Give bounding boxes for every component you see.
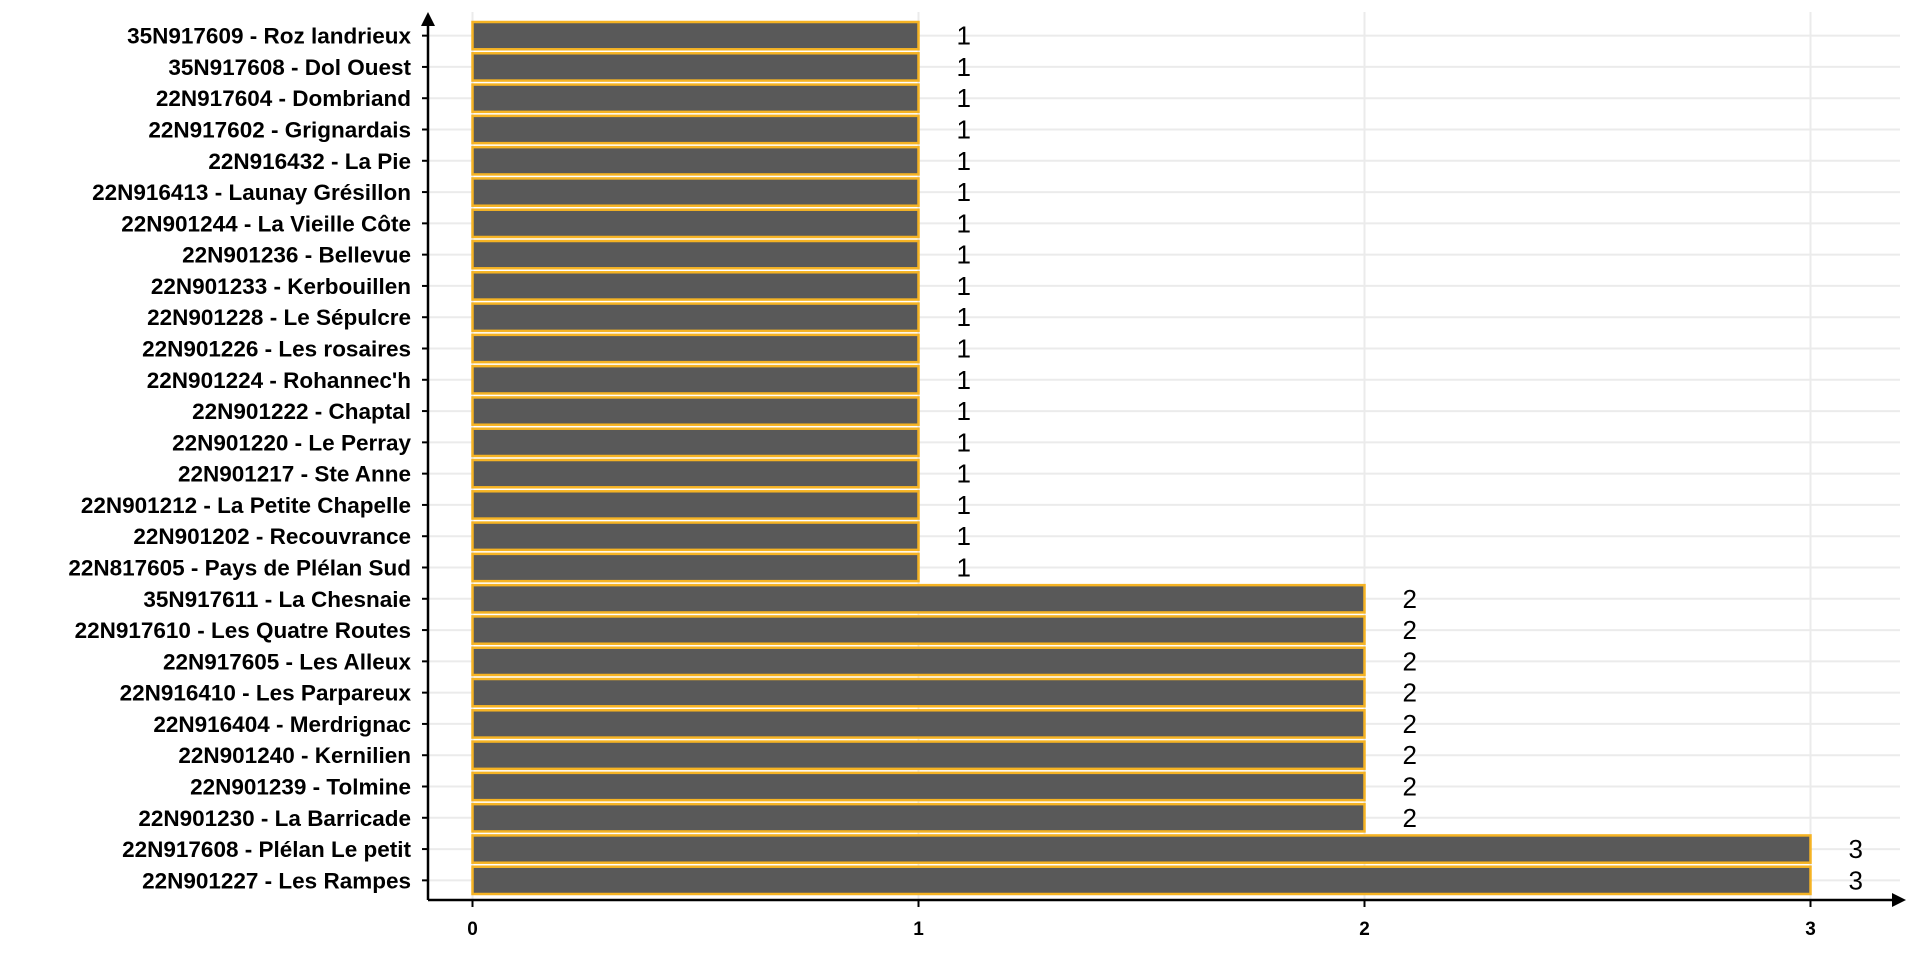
bar-value-label: 1: [957, 521, 971, 551]
x-tick-label: 2: [1359, 919, 1370, 940]
bar: [471, 20, 920, 51]
bar-value-label: 2: [1403, 615, 1417, 645]
bar: [471, 271, 920, 301]
x-tick-label: 1: [913, 919, 924, 940]
bar: [471, 302, 920, 333]
category-label: 22N901217 - Ste Anne: [178, 462, 411, 487]
bar-value-label: 1: [957, 21, 971, 51]
bar-value-label: 2: [1403, 678, 1417, 708]
bar: [471, 396, 920, 426]
bar-value-label: 1: [957, 459, 971, 489]
bar: [471, 802, 1366, 833]
category-label: 22N901220 - Le Perray: [172, 430, 411, 455]
bar-value-label: 1: [957, 490, 971, 520]
bar: [471, 865, 1812, 896]
category-label: 22N817605 - Pays de Plélan Sud: [68, 556, 411, 581]
bar: [471, 583, 1366, 614]
category-label: 22N901244 - La Vieille Côte: [121, 211, 411, 236]
bar: [471, 83, 920, 114]
category-label: 22N901224 - Rohannec'h: [147, 368, 411, 393]
category-label: 22N916404 - Merdrignac: [153, 712, 411, 737]
category-label: 22N901240 - Kernilien: [178, 743, 411, 768]
bar: [471, 740, 1366, 771]
category-label: 35N917609 - Roz landrieux: [127, 24, 411, 49]
bar: [471, 646, 1366, 677]
bar: [471, 114, 920, 145]
bar-value-label: 2: [1403, 803, 1417, 833]
bar-value-label: 1: [957, 52, 971, 82]
bar: [471, 490, 920, 520]
bar: [471, 427, 920, 458]
bar: [471, 177, 920, 207]
bar-value-label: 1: [957, 83, 971, 113]
bar-value-label: 2: [1403, 740, 1417, 770]
bar-value-label: 1: [957, 365, 971, 395]
category-label: 22N901212 - La Petite Chapelle: [81, 493, 411, 518]
bar-value-label: 2: [1403, 646, 1417, 676]
bar: [471, 52, 920, 82]
x-tick-label: 0: [467, 919, 478, 940]
bar: [471, 771, 1366, 802]
bar-value-label: 1: [957, 146, 971, 176]
category-label: 22N901222 - Chaptal: [192, 399, 411, 424]
axes: [421, 12, 1906, 907]
bar: [471, 239, 920, 270]
x-tick-labels: 0 1 2 3: [467, 919, 1816, 940]
bar-value-label: 3: [1849, 834, 1863, 864]
bar-value-label: 1: [957, 271, 971, 301]
bar-value-label: 3: [1849, 865, 1863, 895]
category-label: 22N916432 - La Pie: [208, 149, 411, 174]
category-label: 22N917604 - Dombriand: [156, 86, 411, 111]
category-label: 22N917610 - Les Quatre Routes: [75, 618, 411, 643]
bar-value-label: 1: [957, 177, 971, 207]
bar: [471, 615, 1366, 645]
category-label: 22N901228 - Le Sépulcre: [147, 305, 411, 330]
bar: [471, 208, 920, 239]
bar: [471, 677, 1366, 708]
bar-value-label: 1: [957, 208, 971, 238]
category-label: 22N916410 - Les Parpareux: [120, 681, 412, 706]
category-label: 35N917608 - Dol Ouest: [168, 55, 411, 80]
bar: [471, 333, 920, 364]
bar: [471, 552, 920, 583]
category-label: 22N901226 - Les rosaires: [142, 337, 411, 362]
y-axis-arrow: [421, 12, 435, 26]
category-label: 22N901202 - Recouvrance: [133, 524, 411, 549]
bar: [471, 521, 920, 552]
bar-value-label: 2: [1403, 772, 1417, 802]
category-label: 22N901236 - Bellevue: [182, 243, 411, 268]
bar-value-label: 1: [957, 302, 971, 332]
category-label: 22N917608 - Plélan Le petit: [122, 837, 411, 862]
category-label: 22N901233 - Kerbouillen: [151, 274, 411, 299]
x-tick-label: 3: [1805, 919, 1816, 940]
category-label: 22N901227 - Les Rampes: [142, 868, 411, 893]
category-label: 22N901230 - La Barricade: [138, 806, 411, 831]
category-label: 22N916413 - Launay Grésillon: [92, 180, 411, 205]
bar: [471, 458, 920, 489]
bar: [471, 145, 920, 176]
category-labels: 35N917609 - Roz landrieux 35N917608 - Dol…: [68, 24, 411, 894]
bar-value-label: 2: [1403, 709, 1417, 739]
bar: [471, 364, 920, 395]
category-label: 22N917602 - Grignardais: [148, 118, 411, 143]
bar-value-label: 2: [1403, 584, 1417, 614]
bar: [471, 834, 1812, 864]
bar: [471, 709, 1366, 739]
category-label: 35N917611 - La Chesnaie: [143, 587, 411, 612]
bar-value-label: 1: [957, 396, 971, 426]
bar-value-label: 1: [957, 427, 971, 457]
category-label: 22N901239 - Tolmine: [190, 775, 411, 800]
bars: [471, 20, 1812, 896]
category-label: 22N917605 - Les Alleux: [163, 649, 412, 674]
x-axis-arrow: [1892, 893, 1906, 907]
bar-value-label: 1: [957, 240, 971, 270]
bar-value-label: 1: [957, 553, 971, 583]
bar-value-label: 1: [957, 115, 971, 145]
bar-value-label: 1: [957, 334, 971, 364]
